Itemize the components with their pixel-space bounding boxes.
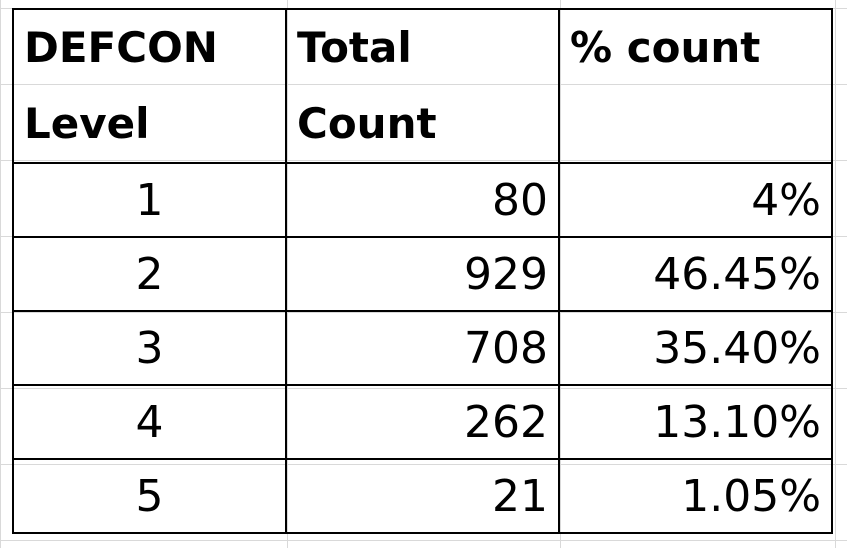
table-header-row: DEFCON Level Total Count % count bbox=[12, 8, 833, 164]
sheet-gridline bbox=[835, 0, 836, 548]
table-row: 1 80 4% bbox=[12, 162, 833, 238]
table-row: 2 929 46.45% bbox=[12, 236, 833, 312]
header-defcon-level-line1: DEFCON bbox=[24, 23, 218, 72]
defcon-table: DEFCON Level Total Count % count 1 80 4%… bbox=[12, 8, 833, 534]
percent-cell[interactable]: 1.05% bbox=[558, 458, 833, 534]
count-cell[interactable]: 708 bbox=[285, 310, 560, 386]
sheet-gridline bbox=[0, 0, 1, 548]
count-cell[interactable]: 80 bbox=[285, 162, 560, 238]
header-total-count[interactable]: Total Count bbox=[285, 8, 560, 164]
percent-cell[interactable]: 13.10% bbox=[558, 384, 833, 460]
table-row: 5 21 1.05% bbox=[12, 458, 833, 534]
header-percent-count-label: % count bbox=[570, 23, 761, 72]
percent-cell[interactable]: 4% bbox=[558, 162, 833, 238]
header-percent-count[interactable]: % count bbox=[558, 8, 833, 164]
level-cell[interactable]: 1 bbox=[12, 162, 287, 238]
percent-cell[interactable]: 46.45% bbox=[558, 236, 833, 312]
header-total-count-line2: Count bbox=[297, 99, 437, 148]
level-cell[interactable]: 2 bbox=[12, 236, 287, 312]
table-row: 3 708 35.40% bbox=[12, 310, 833, 386]
level-cell[interactable]: 5 bbox=[12, 458, 287, 534]
count-cell[interactable]: 21 bbox=[285, 458, 560, 534]
level-cell[interactable]: 4 bbox=[12, 384, 287, 460]
header-defcon-level-line2: Level bbox=[24, 99, 150, 148]
table-row: 4 262 13.10% bbox=[12, 384, 833, 460]
percent-cell[interactable]: 35.40% bbox=[558, 310, 833, 386]
header-total-count-line1: Total bbox=[297, 23, 412, 72]
header-defcon-level[interactable]: DEFCON Level bbox=[12, 8, 287, 164]
count-cell[interactable]: 262 bbox=[285, 384, 560, 460]
level-cell[interactable]: 3 bbox=[12, 310, 287, 386]
count-cell[interactable]: 929 bbox=[285, 236, 560, 312]
